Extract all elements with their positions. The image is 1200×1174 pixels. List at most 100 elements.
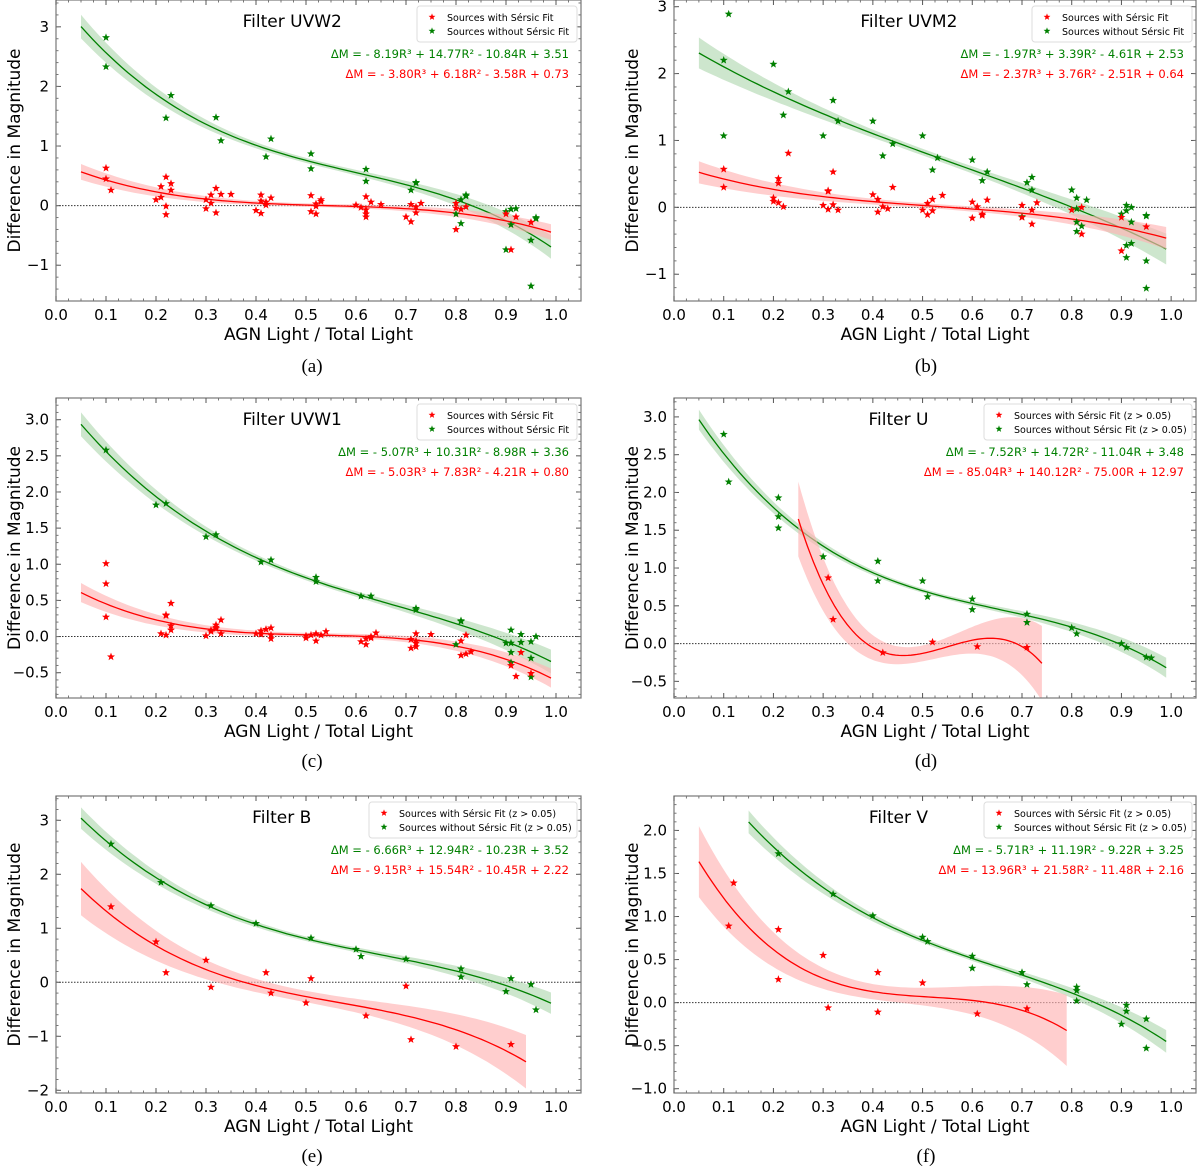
data-point (834, 205, 843, 214)
x-tick-label: 0.1 (712, 703, 736, 721)
fit-line (797, 518, 1043, 664)
data-point (212, 184, 220, 192)
data-point (1022, 980, 1031, 988)
equation-with-sersic: ΔM = - 85.04R³ + 140.12R² - 75.00R + 12.… (924, 465, 1184, 479)
panel-title: Filter UVM2 (860, 12, 957, 32)
data-point (207, 982, 215, 991)
x-tick-label: 0.3 (194, 306, 218, 324)
y-tick-label: 3.0 (643, 408, 667, 426)
data-point (1122, 201, 1131, 209)
x-tick-label: 0.8 (1060, 1098, 1084, 1116)
fit-line (748, 821, 1167, 1042)
x-tick-label: 0.4 (244, 703, 268, 721)
confidence-band (698, 409, 1167, 678)
x-tick-label: 0.0 (44, 1098, 68, 1116)
data-point (507, 638, 515, 647)
data-point (402, 981, 410, 990)
data-point (362, 209, 370, 218)
data-point (212, 530, 220, 539)
data-point (267, 555, 275, 564)
x-tick-label: 0.1 (712, 306, 736, 324)
data-point (162, 610, 170, 619)
legend-star-icon (995, 823, 1003, 830)
legend-star-icon (1043, 13, 1051, 20)
x-tick-label: 0.6 (960, 306, 984, 324)
data-point (769, 193, 778, 202)
data-point (1018, 201, 1026, 209)
data-point (829, 889, 838, 898)
data-point (102, 62, 110, 71)
legend-box (416, 403, 578, 441)
data-point (923, 592, 932, 601)
data-point (362, 634, 370, 643)
legend-star-icon (995, 809, 1003, 816)
data-point (923, 210, 932, 219)
legend-star-icon (428, 27, 436, 34)
legend-star-icon (995, 411, 1003, 418)
x-tick-label: 0.4 (244, 306, 268, 324)
data-point (878, 151, 887, 160)
data-point (1122, 206, 1131, 215)
data-point (412, 202, 420, 211)
data-point (407, 185, 415, 194)
data-point (928, 637, 937, 646)
data-point (824, 205, 833, 213)
y-tick-label: 0.0 (643, 994, 667, 1012)
data-point (978, 211, 987, 219)
data-point (267, 634, 275, 643)
data-point (1122, 1000, 1131, 1009)
data-point (502, 245, 510, 254)
data-point (968, 213, 977, 222)
data-point (923, 937, 932, 945)
data-point (102, 33, 110, 41)
equation-with-sersic: ΔM = - 2.37R³ + 3.76R² - 2.51R + 0.64 (960, 67, 1184, 81)
data-point (452, 225, 460, 233)
data-point (407, 217, 415, 226)
legend: Sources with Sérsic Fit (z > 0.05) Source… (368, 801, 578, 839)
data-point (1027, 173, 1036, 181)
data-point (207, 625, 215, 634)
data-point (824, 186, 833, 195)
data-point (307, 974, 315, 982)
data-point (968, 951, 977, 960)
data-point (167, 185, 175, 194)
data-point (152, 500, 160, 509)
legend-label: Sources without Sérsic Fit (z > 0.05) (1014, 823, 1187, 834)
x-tick-label: 1.0 (544, 1098, 568, 1116)
data-point (357, 591, 365, 600)
data-point (983, 167, 992, 176)
data-point (873, 195, 882, 203)
data-point (527, 980, 535, 988)
x-tick-label: 0.7 (394, 1098, 418, 1116)
data-point (317, 630, 325, 639)
legend: Sources with Sérsic Fit Sources without S… (416, 403, 578, 441)
data-point (517, 648, 525, 656)
x-tick-label: 0.2 (144, 1098, 168, 1116)
data-point (202, 955, 210, 964)
data-point (267, 630, 275, 639)
data-point (462, 190, 470, 199)
data-point (724, 9, 733, 18)
data-point (868, 116, 877, 125)
data-point (257, 190, 265, 199)
data-point (217, 615, 225, 624)
legend-label: Sources without Sérsic Fit (447, 425, 569, 436)
data-point (973, 202, 982, 211)
data-point (928, 165, 937, 174)
plot-area (56, 412, 581, 688)
legend-star-icon (380, 823, 388, 830)
equation-with-sersic: ΔM = - 9.15R³ + 15.54R² - 10.45R + 2.22 (331, 863, 569, 877)
legend-label: Sources with Sérsic Fit (447, 411, 554, 422)
y-tick-label: 0 (657, 198, 667, 216)
x-axis-label: AGN Light / Total Light (840, 325, 1029, 345)
data-point (227, 190, 235, 198)
x-tick-label: 0.9 (1109, 1098, 1133, 1116)
data-point (402, 212, 410, 221)
x-tick-label: 0.1 (94, 1098, 118, 1116)
data-point (918, 205, 927, 214)
x-axis-label: AGN Light / Total Light (840, 1117, 1029, 1137)
data-point (1027, 185, 1036, 194)
legend-label: Sources with Sérsic Fit (1062, 13, 1169, 24)
data-point (102, 612, 110, 621)
